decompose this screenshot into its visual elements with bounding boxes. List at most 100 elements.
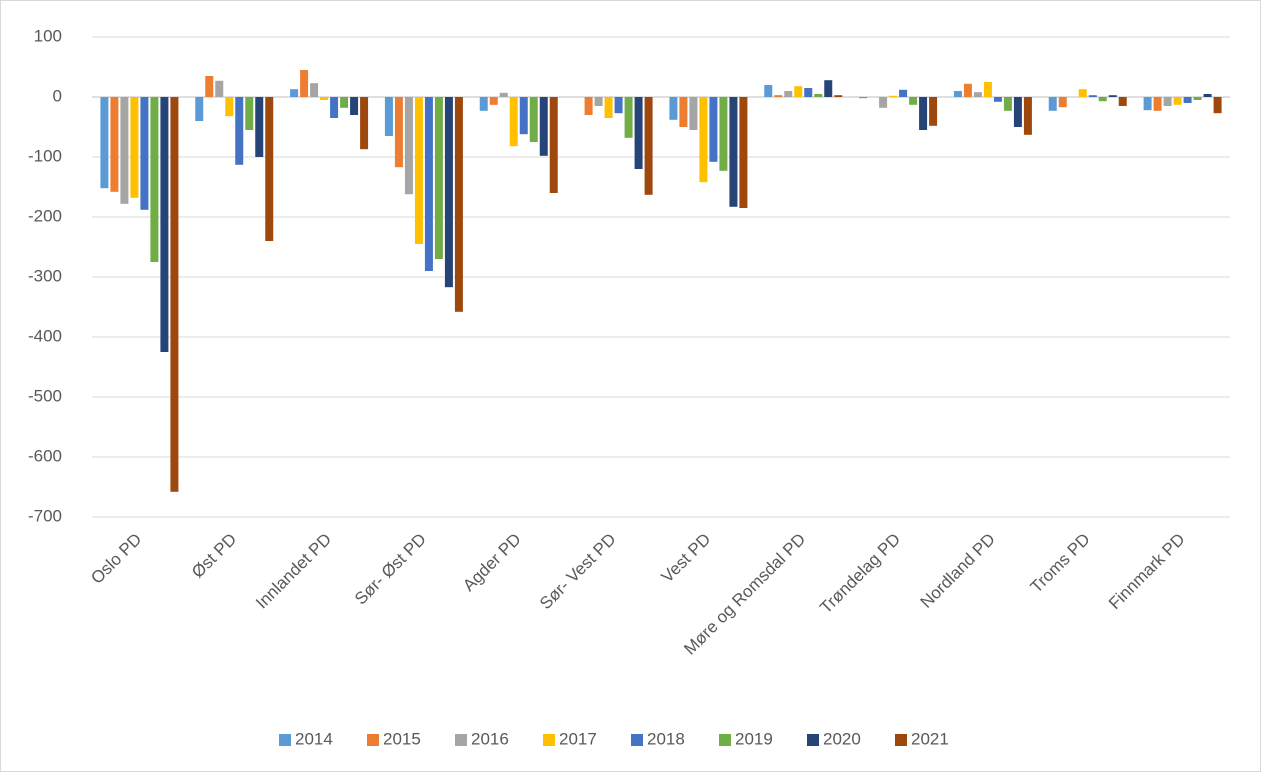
bar xyxy=(859,97,868,99)
bar xyxy=(424,97,433,271)
bar xyxy=(225,97,234,117)
bar xyxy=(1098,97,1107,102)
bar xyxy=(130,97,139,198)
bar xyxy=(899,89,908,97)
bar xyxy=(265,97,274,241)
bar xyxy=(919,97,928,130)
bar xyxy=(160,97,169,352)
bar xyxy=(549,97,558,193)
legend-swatch xyxy=(895,734,907,746)
legend-label: 2015 xyxy=(383,729,421,748)
y-tick-label: -300 xyxy=(28,266,62,285)
bar xyxy=(784,91,793,97)
bar xyxy=(804,88,813,97)
bar xyxy=(499,92,508,97)
bar xyxy=(100,97,109,189)
bar xyxy=(529,97,538,142)
y-tick-label: -400 xyxy=(28,326,62,345)
bar xyxy=(679,97,688,127)
bar xyxy=(350,97,359,115)
bar xyxy=(1078,89,1087,97)
bar xyxy=(719,97,728,171)
legend-label: 2021 xyxy=(911,729,949,748)
bar xyxy=(634,97,643,169)
bar xyxy=(983,82,992,97)
bar xyxy=(255,97,264,157)
bar xyxy=(794,86,803,97)
bar xyxy=(1213,97,1222,114)
bar xyxy=(205,76,214,97)
legend-swatch xyxy=(807,734,819,746)
bar xyxy=(709,97,718,162)
y-tick-label: -100 xyxy=(28,146,62,165)
bar xyxy=(889,95,898,97)
bar xyxy=(644,97,653,195)
bar xyxy=(953,91,962,97)
bar xyxy=(110,97,119,192)
bar xyxy=(689,97,698,130)
bar xyxy=(1193,97,1202,100)
bar xyxy=(120,97,129,204)
bar xyxy=(764,85,773,97)
bar xyxy=(774,95,783,97)
bar xyxy=(509,97,518,147)
bar xyxy=(404,97,413,195)
bar xyxy=(454,97,463,312)
bar xyxy=(1023,97,1032,135)
bar xyxy=(1108,95,1117,97)
bar xyxy=(300,70,309,97)
bar xyxy=(993,97,1002,102)
bar xyxy=(519,97,528,135)
bar xyxy=(1058,97,1067,108)
bar xyxy=(245,97,254,130)
legend-label: 2018 xyxy=(647,729,685,748)
bar xyxy=(1048,97,1057,111)
legend-swatch xyxy=(543,734,555,746)
bar xyxy=(1118,97,1127,106)
bar xyxy=(973,92,982,97)
y-tick-label: -200 xyxy=(28,206,62,225)
bar xyxy=(669,97,678,120)
bar xyxy=(699,97,708,183)
bar xyxy=(195,97,204,121)
y-tick-label: 100 xyxy=(34,26,62,45)
bar xyxy=(414,97,423,244)
bar xyxy=(434,97,443,259)
bar xyxy=(824,80,833,97)
bar xyxy=(729,97,738,207)
bar xyxy=(170,97,179,492)
bar xyxy=(1088,95,1097,97)
legend-label: 2016 xyxy=(471,729,509,748)
bar xyxy=(330,97,339,118)
bar xyxy=(963,83,972,97)
bar xyxy=(444,97,453,288)
bar xyxy=(814,94,823,97)
bar xyxy=(594,97,603,106)
y-tick-label: 0 xyxy=(53,86,62,105)
y-tick-label: -600 xyxy=(28,446,62,465)
bar xyxy=(604,97,613,118)
bar xyxy=(584,97,593,115)
legend-swatch xyxy=(631,734,643,746)
bar xyxy=(624,97,633,138)
bar xyxy=(929,97,938,126)
bar xyxy=(384,97,393,136)
y-tick-label: -700 xyxy=(28,506,62,525)
bar xyxy=(909,97,918,105)
bar xyxy=(1153,97,1162,111)
bar xyxy=(1143,97,1152,111)
bar xyxy=(1013,97,1022,127)
bar xyxy=(834,95,843,97)
legend-label: 2014 xyxy=(295,729,333,748)
bar xyxy=(1173,97,1182,105)
bar xyxy=(479,97,488,111)
bar xyxy=(140,97,149,210)
legend-swatch xyxy=(367,734,379,746)
y-tick-label: -500 xyxy=(28,386,62,405)
bar xyxy=(320,97,329,100)
bar xyxy=(1003,97,1012,111)
bar xyxy=(340,97,349,108)
bar xyxy=(739,97,748,208)
legend-label: 2020 xyxy=(823,729,861,748)
